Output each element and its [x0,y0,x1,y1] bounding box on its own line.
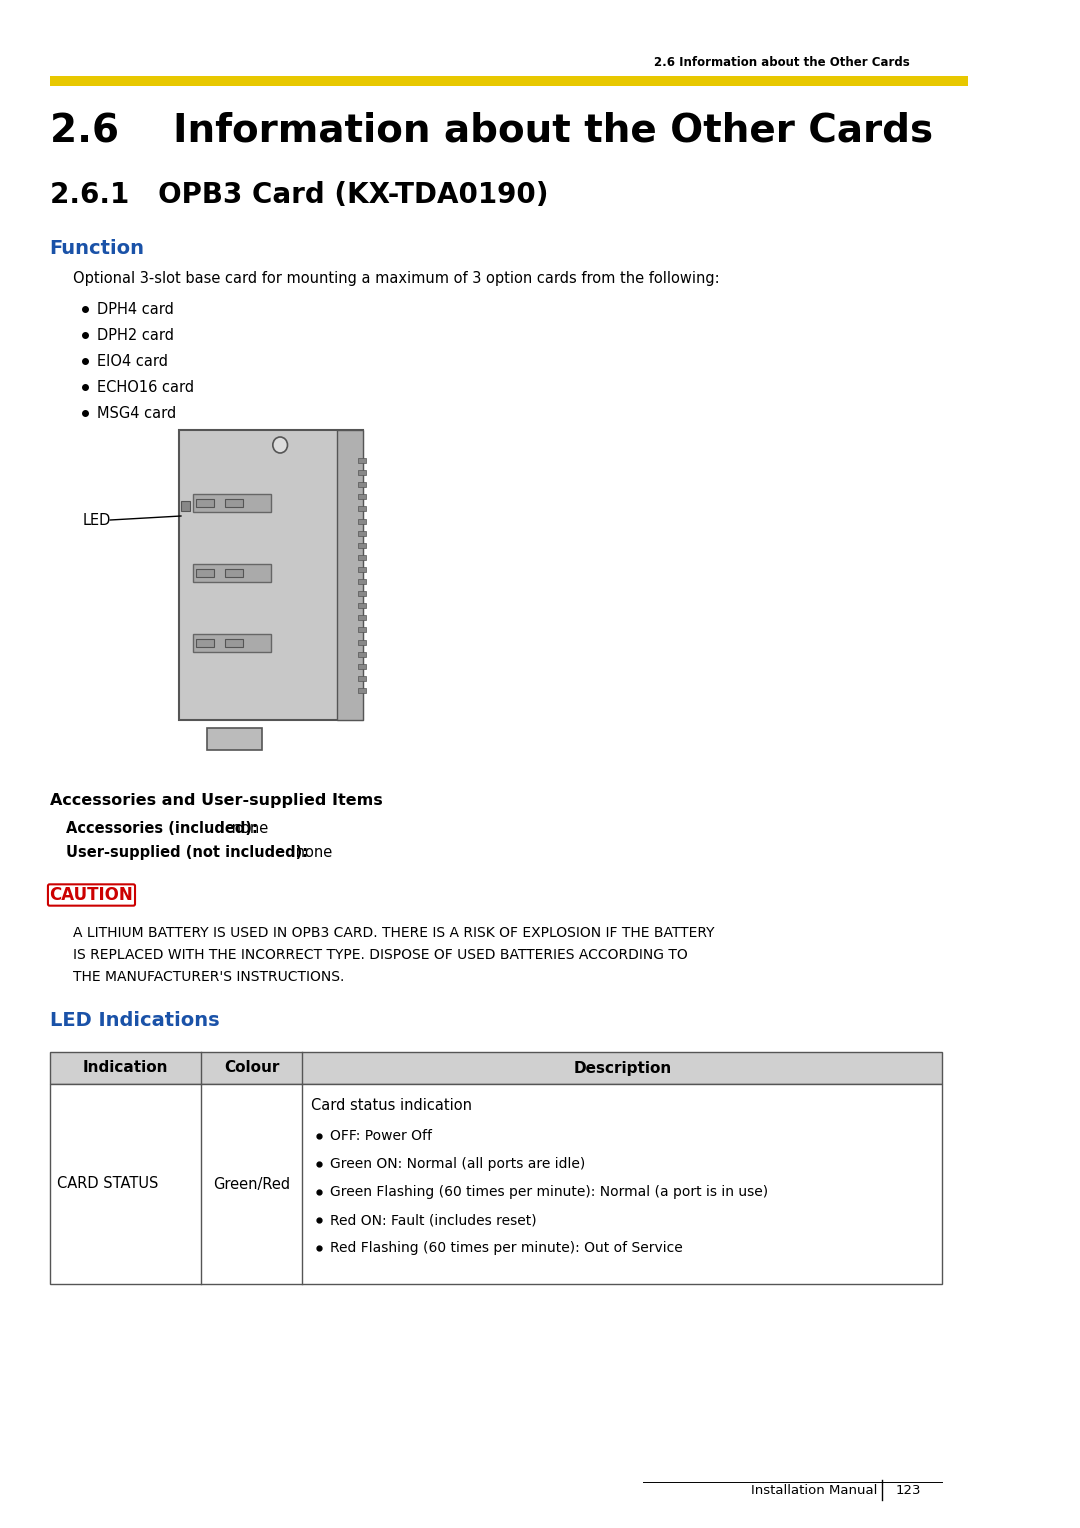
Text: THE MANUFACTURER'S INSTRUCTIONS.: THE MANUFACTURER'S INSTRUCTIONS. [73,970,345,984]
Text: 123: 123 [895,1484,921,1496]
Text: CAUTION: CAUTION [50,886,133,905]
Bar [359,591,365,596]
Text: DPH2 card: DPH2 card [97,327,174,342]
Bar [359,495,365,500]
Text: 2.6.1   OPB3 Card (KX-TDA0190): 2.6.1 OPB3 Card (KX-TDA0190) [50,180,549,209]
Text: OFF: Power Off: OFF: Power Off [329,1129,432,1143]
Text: Colour: Colour [224,1060,280,1076]
Text: Green Flashing (60 times per minute): Normal (a port is in use): Green Flashing (60 times per minute): No… [329,1186,768,1199]
Text: Green/Red: Green/Red [213,1177,291,1192]
Bar [359,542,365,547]
Bar [337,429,363,720]
Bar [359,675,365,681]
Bar [359,651,365,657]
Bar [195,568,214,578]
Text: Description: Description [573,1060,672,1076]
Text: none: none [292,845,333,859]
Bar [225,568,243,578]
Bar [359,640,365,645]
Bar [181,501,190,510]
Bar [359,458,365,463]
Bar [359,506,365,512]
Bar [359,530,365,536]
Bar [359,579,365,584]
Bar [193,564,271,582]
Circle shape [273,437,287,452]
Text: none: none [227,821,268,836]
Bar [359,555,365,559]
Bar [359,616,365,620]
Text: ECHO16 card: ECHO16 card [97,379,194,394]
Bar [193,494,271,512]
Bar [50,76,968,86]
Text: MSG4 card: MSG4 card [97,405,177,420]
Text: DPH4 card: DPH4 card [97,301,174,316]
Bar [359,663,365,669]
Bar [195,500,214,507]
Bar [225,500,243,507]
Text: Function: Function [50,238,145,258]
Text: Accessories and User-supplied Items: Accessories and User-supplied Items [50,793,382,807]
Text: EIO4 card: EIO4 card [97,353,168,368]
Text: User-supplied (not included):: User-supplied (not included): [66,845,308,859]
Text: Indication: Indication [83,1060,168,1076]
Text: IS REPLACED WITH THE INCORRECT TYPE. DISPOSE OF USED BATTERIES ACCORDING TO: IS REPLACED WITH THE INCORRECT TYPE. DIS… [73,947,688,963]
Text: Card status indication: Card status indication [311,1099,472,1114]
Text: Accessories (included):: Accessories (included): [66,821,258,836]
Text: Installation Manual: Installation Manual [751,1484,877,1496]
Text: CARD STATUS: CARD STATUS [57,1177,159,1192]
Bar [193,634,271,652]
Bar [179,429,363,720]
Bar [359,471,365,475]
Text: Green ON: Normal (all ports are idle): Green ON: Normal (all ports are idle) [329,1157,585,1170]
Text: LED: LED [83,512,111,527]
Bar [206,727,261,750]
Text: 2.6    Information about the Other Cards: 2.6 Information about the Other Cards [50,112,933,150]
Bar [359,604,365,608]
Bar [359,628,365,633]
Bar [359,483,365,487]
Text: LED Indications: LED Indications [50,1010,219,1030]
Text: Optional 3-slot base card for mounting a maximum of 3 option cards from the foll: Optional 3-slot base card for mounting a… [73,270,720,286]
Bar [50,1051,943,1083]
Bar [50,1083,943,1284]
Text: 2.6 Information about the Other Cards: 2.6 Information about the Other Cards [653,55,909,69]
Bar [195,639,214,646]
Text: A LITHIUM BATTERY IS USED IN OPB3 CARD. THERE IS A RISK OF EXPLOSION IF THE BATT: A LITHIUM BATTERY IS USED IN OPB3 CARD. … [73,926,715,940]
Text: Red Flashing (60 times per minute): Out of Service: Red Flashing (60 times per minute): Out … [329,1241,683,1254]
Bar [225,639,243,646]
Bar [359,567,365,571]
Bar [359,688,365,694]
Text: Red ON: Fault (includes reset): Red ON: Fault (includes reset) [329,1213,537,1227]
Bar [359,518,365,524]
